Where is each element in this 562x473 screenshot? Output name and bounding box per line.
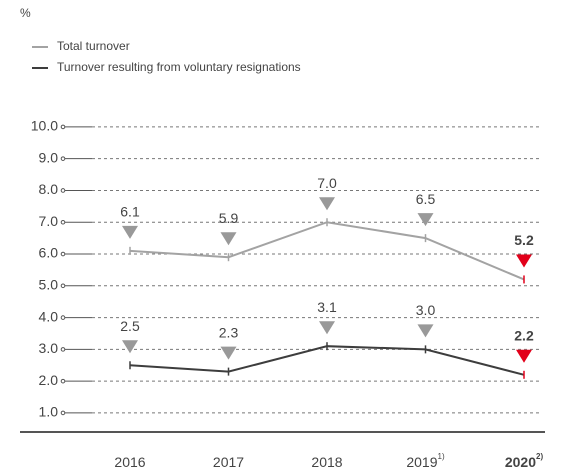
tick-mark: [60, 347, 66, 352]
data-label: 3.0: [416, 302, 436, 318]
tick-mark: [60, 219, 66, 225]
footnote-marker: 1): [438, 452, 445, 461]
legend-label: Turnover resulting from voluntary resign…: [57, 60, 301, 74]
triangle-marker: [122, 225, 138, 239]
data-label: 5.9: [219, 210, 239, 226]
y-tick-label: 2.0: [39, 372, 59, 388]
triangle-marker: [417, 324, 434, 338]
tick-mark: [60, 251, 66, 257]
data-label: 6.1: [120, 204, 140, 220]
x-tick-text: 2016: [114, 454, 145, 470]
data-label: 2.3: [219, 324, 239, 340]
y-tick-label: 6.0: [39, 245, 59, 261]
series-line: [129, 221, 525, 281]
x-tick-text: 2019: [406, 454, 437, 470]
y-tick-label: 7.0: [39, 213, 59, 229]
x-tick-label: 2017: [213, 454, 244, 470]
x-tick-text: 2017: [213, 454, 244, 470]
data-label: 3.1: [317, 299, 337, 315]
y-tick-label: 9.0: [39, 149, 59, 165]
tick-mark: [60, 283, 66, 289]
data-label: 6.5: [416, 191, 436, 207]
triangle-marker: [516, 254, 532, 268]
y-tick-label: 8.0: [39, 181, 59, 197]
tick-mark: [60, 410, 66, 416]
data-label: 5.2: [514, 232, 534, 248]
y-tick-label: 3.0: [39, 340, 59, 356]
data-label: 2.2: [514, 327, 534, 343]
tick-mark: [60, 156, 66, 161]
y-tick-label: 1.0: [39, 404, 59, 420]
chart-subtitle: %: [20, 6, 31, 20]
tick-mark: [60, 378, 66, 384]
legend-label: Total turnover: [57, 39, 130, 53]
tick-mark: [60, 124, 66, 130]
x-tick-label: 2018: [311, 454, 342, 470]
x-tick-label: 20191): [406, 452, 445, 470]
y-tick-label: 5.0: [39, 277, 59, 293]
triangle-marker: [220, 346, 237, 360]
x-tick-label: 2016: [114, 454, 145, 470]
triangle-marker: [417, 213, 434, 227]
tick-mark: [60, 188, 66, 193]
x-tick-text: 2020: [505, 454, 536, 470]
y-tick-label: 10.0: [31, 118, 58, 134]
triangle-marker: [122, 340, 138, 354]
x-tick-label: 20202): [505, 452, 544, 470]
data-label: 7.0: [317, 175, 337, 191]
triangle-marker: [220, 232, 237, 246]
footnote-marker: 2): [536, 452, 543, 461]
triangle-marker: [319, 197, 335, 211]
x-tick-text: 2018: [311, 454, 342, 470]
triangle-marker: [319, 321, 335, 335]
y-tick-label: 4.0: [39, 308, 59, 324]
tick-mark: [60, 315, 66, 320]
triangle-marker: [516, 349, 532, 363]
series-line: [129, 345, 525, 376]
data-label: 2.5: [120, 318, 140, 334]
